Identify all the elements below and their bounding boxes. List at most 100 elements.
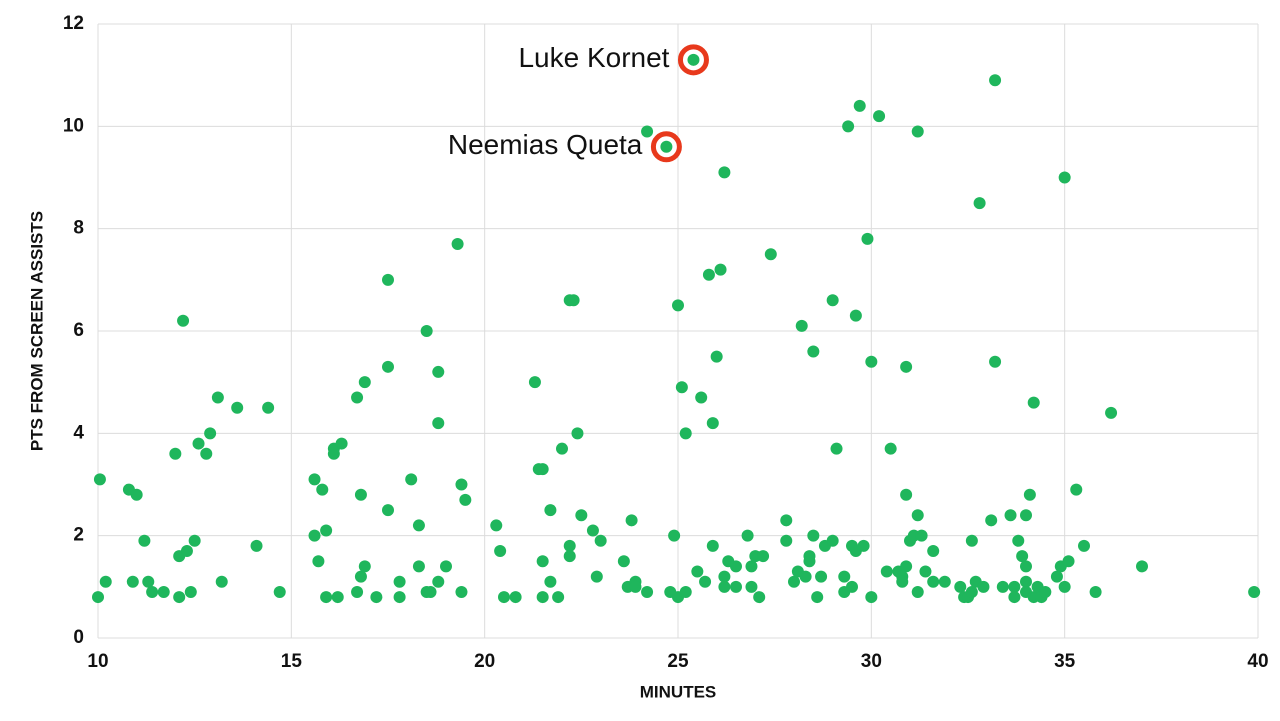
point bbox=[440, 560, 452, 573]
point bbox=[563, 539, 576, 552]
point bbox=[927, 545, 940, 558]
point bbox=[1016, 550, 1029, 563]
point bbox=[262, 401, 275, 414]
point bbox=[424, 585, 437, 598]
point bbox=[552, 591, 565, 604]
x-tick-label: 25 bbox=[667, 651, 689, 672]
point bbox=[451, 238, 464, 251]
point bbox=[351, 391, 364, 404]
point bbox=[672, 299, 684, 312]
point bbox=[954, 580, 967, 593]
point bbox=[327, 447, 340, 460]
point bbox=[1105, 406, 1118, 419]
point bbox=[92, 591, 104, 604]
point bbox=[459, 493, 472, 506]
point bbox=[192, 437, 205, 450]
y-tick-label: 2 bbox=[73, 525, 84, 546]
point bbox=[93, 473, 106, 486]
point bbox=[273, 585, 286, 598]
point bbox=[331, 591, 344, 604]
point bbox=[695, 391, 708, 404]
point bbox=[629, 580, 642, 593]
point bbox=[509, 591, 522, 604]
point bbox=[838, 570, 851, 583]
point bbox=[1008, 580, 1021, 593]
point bbox=[811, 591, 824, 604]
point bbox=[873, 110, 886, 123]
point bbox=[320, 524, 333, 537]
point bbox=[849, 309, 862, 322]
point bbox=[865, 355, 878, 368]
highlight-point bbox=[687, 53, 700, 66]
point bbox=[730, 580, 742, 593]
point bbox=[412, 560, 425, 573]
point bbox=[308, 473, 321, 486]
highlight-point bbox=[660, 140, 673, 153]
point bbox=[880, 565, 893, 578]
point bbox=[180, 545, 193, 558]
point bbox=[1062, 555, 1075, 568]
point bbox=[358, 376, 371, 389]
point bbox=[354, 570, 367, 583]
point bbox=[780, 514, 793, 527]
point bbox=[745, 580, 758, 593]
point bbox=[575, 509, 588, 522]
point bbox=[745, 560, 758, 573]
point bbox=[884, 442, 897, 455]
point bbox=[865, 591, 878, 604]
point bbox=[641, 585, 654, 598]
point bbox=[544, 575, 557, 588]
point bbox=[200, 447, 213, 460]
point bbox=[764, 248, 777, 261]
point bbox=[741, 529, 754, 542]
x-tick-label: 20 bbox=[474, 651, 495, 672]
point bbox=[358, 560, 371, 573]
point bbox=[927, 575, 940, 588]
point bbox=[996, 580, 1009, 593]
point bbox=[718, 570, 731, 583]
point bbox=[757, 550, 770, 563]
point bbox=[826, 294, 839, 307]
y-tick-label: 4 bbox=[73, 422, 84, 443]
point bbox=[1020, 575, 1032, 588]
point bbox=[625, 514, 638, 527]
point bbox=[173, 591, 186, 604]
point bbox=[432, 417, 445, 430]
point bbox=[528, 376, 541, 389]
point bbox=[799, 570, 812, 583]
point bbox=[900, 488, 913, 501]
point bbox=[691, 565, 704, 578]
point bbox=[795, 319, 808, 332]
point bbox=[617, 555, 630, 568]
point bbox=[1058, 171, 1071, 184]
point bbox=[989, 74, 1002, 87]
point bbox=[1039, 585, 1052, 598]
point bbox=[1070, 483, 1083, 496]
y-tick-label: 6 bbox=[73, 320, 84, 341]
point bbox=[641, 125, 654, 138]
point bbox=[563, 550, 576, 563]
point bbox=[1089, 585, 1102, 598]
point bbox=[1004, 509, 1017, 522]
y-axis-label: PTS FROM SCREEN ASSISTS bbox=[27, 211, 46, 451]
point bbox=[1136, 560, 1148, 573]
point bbox=[498, 591, 510, 604]
point bbox=[420, 325, 433, 337]
point bbox=[965, 585, 978, 598]
point bbox=[842, 120, 855, 133]
point bbox=[590, 570, 603, 583]
point bbox=[204, 427, 217, 440]
point bbox=[830, 442, 843, 455]
point bbox=[157, 585, 170, 598]
x-tick-label: 40 bbox=[1247, 651, 1268, 672]
point bbox=[1078, 539, 1090, 552]
point bbox=[126, 575, 139, 588]
point bbox=[536, 463, 549, 476]
point bbox=[1050, 570, 1063, 583]
point bbox=[494, 545, 507, 558]
point bbox=[177, 314, 190, 327]
point bbox=[382, 360, 394, 373]
point bbox=[718, 580, 731, 593]
point bbox=[536, 591, 549, 604]
point bbox=[370, 591, 383, 604]
